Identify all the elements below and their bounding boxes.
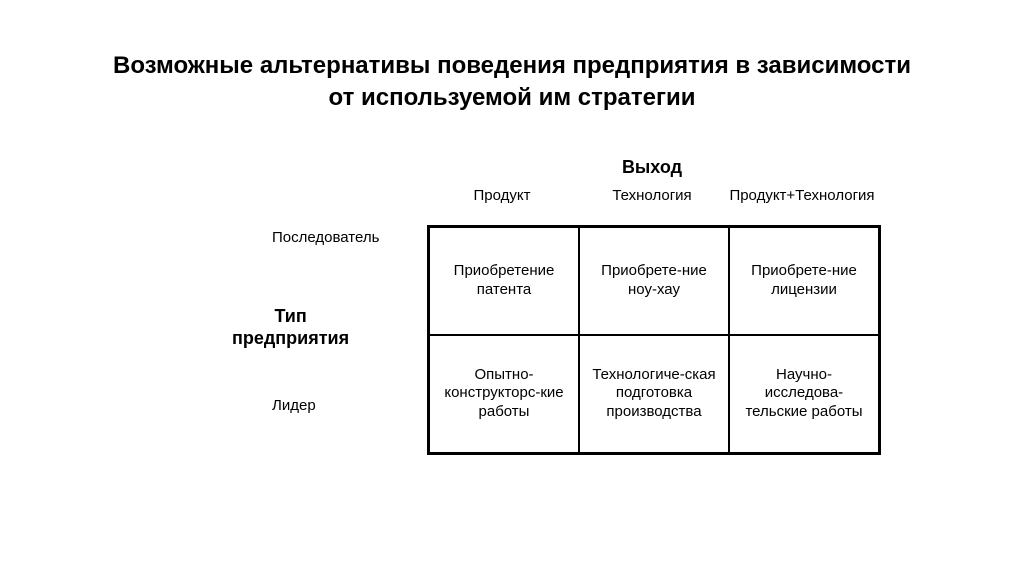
column-headers: Продукт Технология Продукт+Технология — [427, 187, 877, 204]
cell-follower-product-technology: Приобрете-ние лицензии — [729, 227, 879, 335]
cell-follower-technology: Приобрете-ние ноу-хау — [579, 227, 729, 335]
cell-leader-product: Опытно-конструкторс-кие работы — [429, 335, 579, 453]
row-group-label: Тип предприятия — [232, 305, 349, 350]
cell-leader-technology: Технологиче-ская подготовка производства — [579, 335, 729, 453]
row-label-follower: Последователь — [272, 229, 379, 246]
page: Возможные альтернативы поведения предпри… — [0, 0, 1024, 574]
cell-follower-product: Приобретение патента — [429, 227, 579, 335]
cell-leader-product-technology: Научно-исследова-тельские работы — [729, 335, 879, 453]
row-label-leader: Лидер — [272, 397, 316, 414]
matrix-grid: Приобретение патента Приобрете-ние ноу-х… — [427, 225, 881, 455]
column-group-label: Выход — [427, 157, 877, 178]
column-header-technology: Технология — [577, 187, 727, 204]
row-group-label-line1: Тип — [232, 305, 349, 328]
row-group-label-line2: предприятия — [232, 327, 349, 350]
column-header-product: Продукт — [427, 187, 577, 204]
column-header-product-technology: Продукт+Технология — [727, 187, 877, 204]
page-title: Возможные альтернативы поведения предпри… — [102, 50, 922, 115]
